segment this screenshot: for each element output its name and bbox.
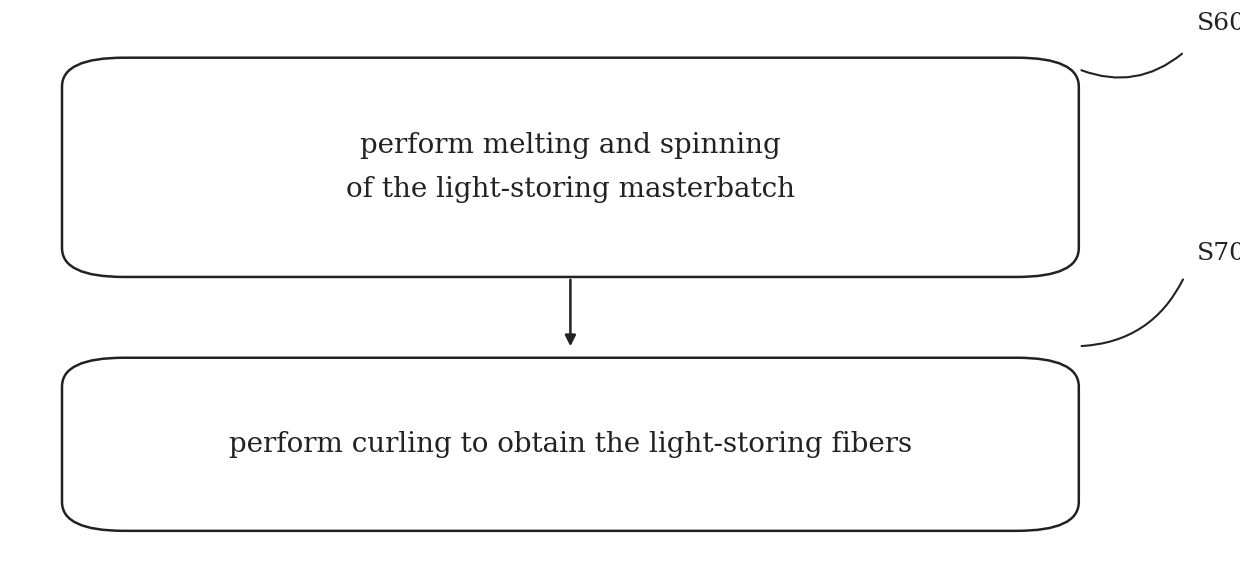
FancyBboxPatch shape [62,358,1079,531]
FancyBboxPatch shape [62,58,1079,277]
Text: perform curling to obtain the light-storing fibers: perform curling to obtain the light-stor… [229,431,911,458]
Text: perform melting and spinning
of the light-storing masterbatch: perform melting and spinning of the ligh… [346,132,795,203]
Text: S70: S70 [1197,242,1240,265]
Text: S60: S60 [1197,12,1240,35]
